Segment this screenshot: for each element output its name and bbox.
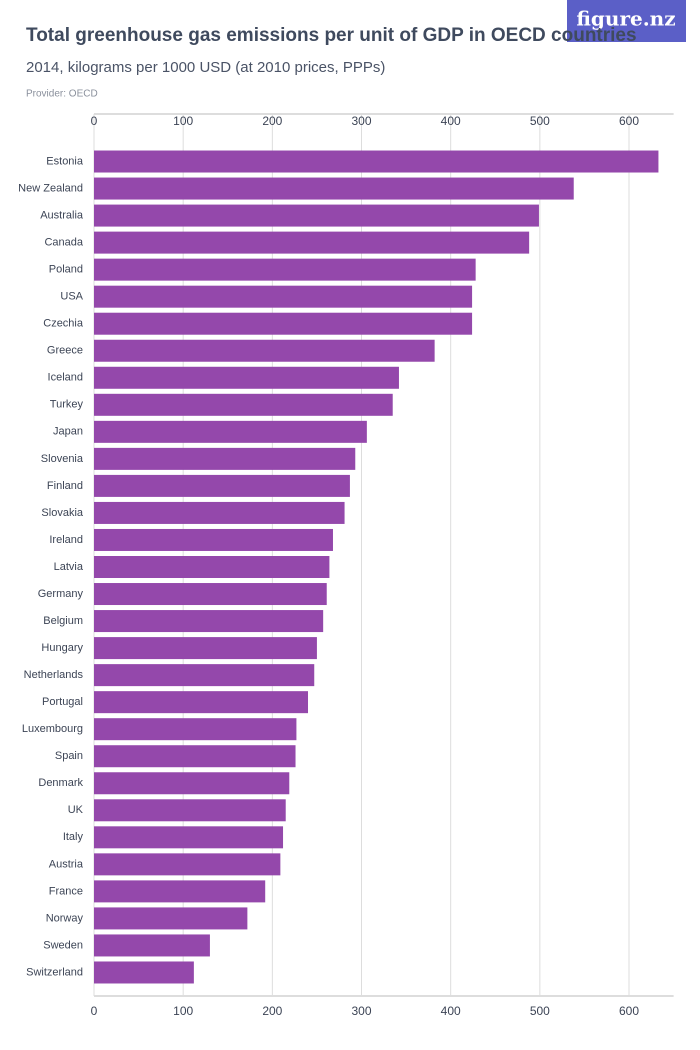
x-tick-label: 400 xyxy=(441,1004,461,1018)
x-tick-label: 500 xyxy=(530,114,550,128)
x-tick-label: 0 xyxy=(91,114,98,128)
x-tick-label: 0 xyxy=(91,1004,98,1018)
bar xyxy=(94,366,399,389)
y-tick-label: Portugal xyxy=(42,696,83,708)
bar xyxy=(94,853,281,876)
bar xyxy=(94,501,345,524)
y-tick-label: Turkey xyxy=(50,399,84,411)
y-tick-label: Italy xyxy=(63,831,84,843)
bar xyxy=(94,718,297,741)
y-tick-label: Ireland xyxy=(49,534,83,546)
y-tick-label: Norway xyxy=(46,912,84,924)
x-tick-label: 500 xyxy=(530,1004,550,1018)
y-tick-label: Germany xyxy=(38,588,84,600)
bar xyxy=(94,664,315,687)
y-tick-label: Japan xyxy=(53,426,83,438)
logo[interactable]: figure.nz xyxy=(576,7,675,31)
bar xyxy=(94,934,210,957)
y-tick-label: New Zealand xyxy=(18,182,83,194)
y-tick-label: Iceland xyxy=(48,372,83,384)
bar xyxy=(94,528,333,551)
bar xyxy=(94,610,324,633)
y-tick-label: Slovakia xyxy=(41,507,83,519)
y-tick-label: Sweden xyxy=(43,939,83,951)
y-tick-label: Denmark xyxy=(38,777,83,789)
x-tick-label: 300 xyxy=(351,114,371,128)
y-tick-label: Spain xyxy=(55,750,83,762)
x-tick-label: 200 xyxy=(262,1004,282,1018)
y-tick-label: France xyxy=(49,885,83,897)
logo-box xyxy=(567,0,686,42)
bar xyxy=(94,745,296,768)
bar xyxy=(94,420,367,443)
x-tick-label: 100 xyxy=(173,114,193,128)
bar xyxy=(94,393,393,416)
chart-subtitle: 2014, kilograms per 1000 USD (at 2010 pr… xyxy=(26,59,385,76)
y-tick-label: Belgium xyxy=(43,615,83,627)
bar xyxy=(94,880,266,903)
bar xyxy=(94,339,435,362)
y-tick-label: Hungary xyxy=(41,642,83,654)
bar xyxy=(94,447,356,470)
bar xyxy=(94,258,476,281)
y-tick-label: Netherlands xyxy=(24,669,84,681)
y-tick-label: Luxembourg xyxy=(22,723,83,735)
x-tick-label: 600 xyxy=(619,114,639,128)
x-tick-label: 300 xyxy=(351,1004,371,1018)
bar xyxy=(94,285,473,308)
bar xyxy=(94,150,659,173)
bar xyxy=(94,556,330,578)
provider: Provider: OECD xyxy=(26,89,98,100)
y-tick-label: Greece xyxy=(47,345,83,357)
y-tick-label: Czechia xyxy=(43,318,84,330)
y-tick-label: Australia xyxy=(40,209,84,221)
bar xyxy=(94,907,248,930)
bar xyxy=(94,231,530,254)
bar xyxy=(94,961,194,984)
bar xyxy=(94,312,473,335)
bar xyxy=(94,204,539,227)
x-tick-label: 100 xyxy=(173,1004,193,1018)
bar xyxy=(94,691,309,714)
bar xyxy=(94,772,290,795)
bar xyxy=(94,826,284,849)
y-tick-label: Finland xyxy=(47,480,83,492)
y-tick-label: Switzerland xyxy=(26,966,83,978)
y-tick-label: Poland xyxy=(49,264,83,276)
y-tick-label: Estonia xyxy=(46,155,84,167)
y-tick-label: USA xyxy=(60,291,83,303)
y-tick-label: Slovenia xyxy=(41,453,84,465)
bar xyxy=(94,637,317,660)
bar xyxy=(94,474,350,497)
bar xyxy=(94,177,574,200)
bar xyxy=(94,799,286,822)
x-tick-label: 400 xyxy=(441,114,461,128)
x-tick-label: 200 xyxy=(262,114,282,128)
y-tick-label: Austria xyxy=(49,858,84,870)
y-tick-label: UK xyxy=(68,804,84,816)
y-tick-label: Latvia xyxy=(54,561,84,573)
x-tick-label: 600 xyxy=(619,1004,639,1018)
y-tick-label: Canada xyxy=(44,237,83,249)
bar xyxy=(94,583,327,606)
chart-title: Total greenhouse gas emissions per unit … xyxy=(26,25,637,46)
